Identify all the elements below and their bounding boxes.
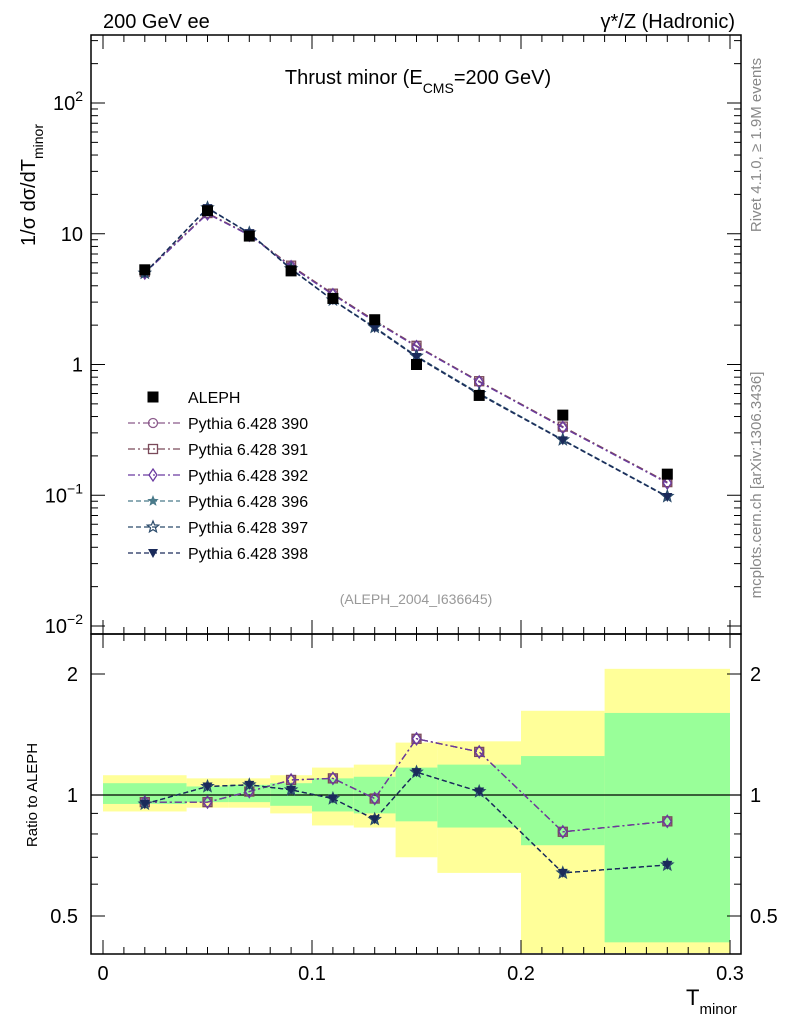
main-y-tick-label-3: 10 <box>61 224 83 246</box>
plot-title-main: Thrust minor (E <box>285 67 423 89</box>
ratio-y-tick-label-right-0: 0.5 <box>750 906 778 928</box>
x-axis-label-sub: minor <box>699 1001 737 1018</box>
legend-marker-6 <box>148 549 158 558</box>
legend-label-6: Pythia 6.428 398 <box>188 546 308 563</box>
legend-label-3: Pythia 6.428 392 <box>188 468 308 485</box>
ratio-y-tick-label-2: 2 <box>67 664 78 686</box>
legend-marker-3 <box>148 467 158 483</box>
ratio-x-tick-label-1: 0.1 <box>298 963 326 985</box>
ratio-panel: 0 0.1 0.2 0.3 0.5 0.5 1 1 2 2 <box>50 633 778 985</box>
legend-label-5: Pythia 6.428 397 <box>188 520 308 537</box>
aleph-data-point <box>202 205 213 217</box>
legend-label-0: ALEPH <box>188 390 240 407</box>
ratio-series-2-point <box>369 791 380 806</box>
y-axis-label-main: 1/σ dσ/dT <box>18 159 40 246</box>
ratio-series-5-point <box>369 815 380 825</box>
legend-marker-2 <box>147 443 159 455</box>
side-text-rivet: Rivet 4.1.0, ≥ 1.9M events <box>748 58 765 232</box>
aleph-data-point <box>285 265 297 277</box>
aleph-data-point <box>369 314 381 326</box>
main-panel: 10−2 10−1 1 10 102 <box>45 34 742 638</box>
main-series-5-point <box>411 353 422 363</box>
aleph-data-point <box>661 468 673 480</box>
aleph-data-point <box>139 264 151 276</box>
plot-title-sub: CMS <box>423 80 454 96</box>
ratio-series-line-5 <box>144 771 668 874</box>
ratio-series-2-point <box>474 744 484 760</box>
legend-marker-4 <box>147 495 159 506</box>
legend-marker-1 <box>147 417 159 429</box>
ratio-y-tick-label-right-1: 1 <box>750 785 761 807</box>
header-left: 200 GeV ee <box>103 11 210 33</box>
ratio-series-2-point <box>411 731 422 746</box>
y-axis-label: 1/σ dσ/dTminor <box>18 124 46 246</box>
main-y-tick-label-0: 10−2 <box>45 611 83 638</box>
ratio-series-5-point <box>139 799 150 809</box>
aleph-data-point <box>557 409 569 421</box>
ratio-series-5-point <box>474 787 485 797</box>
aleph-data-point <box>411 359 422 370</box>
ratio-series-2-point <box>328 771 338 786</box>
ratio-y-tick-label-1: 1 <box>67 785 78 807</box>
side-text-mcplots: mcplots.cern.ch [arXiv:1306.3436] <box>748 372 765 599</box>
main-y-tick-label-4: 102 <box>53 88 83 115</box>
ratio-axis-label: Ratio to ALEPH <box>24 743 41 847</box>
ratio-series-5-point <box>244 780 255 790</box>
aleph-data-point <box>327 292 339 304</box>
legend: ALEPH Pythia 6.428 390 Pythia 6.428 391 Pyt… <box>128 390 308 563</box>
analysis-tag: (ALEPH_2004_I636645) <box>340 591 493 607</box>
main-frame <box>90 34 742 635</box>
header-right-symbol: γ*/Z <box>601 11 637 33</box>
header-right-text: (Hadronic) <box>642 11 735 33</box>
ratio-series-2-point <box>202 794 213 810</box>
aleph-data-point <box>473 389 485 401</box>
ratio-series-5-point <box>557 868 568 878</box>
x-axis-label: Tminor <box>686 985 737 1018</box>
main-y-tick-label-2: 1 <box>72 355 83 377</box>
ratio-x-tick-label-2: 0.2 <box>507 963 535 985</box>
main-series-line-2 <box>144 213 668 484</box>
y-axis-label-sub: minor <box>30 124 46 159</box>
ratio-y-tick-label-right-2: 2 <box>750 664 761 686</box>
ratio-series-line-2 <box>144 738 668 833</box>
ratio-series-5-point <box>327 794 338 804</box>
legend-label-1: Pythia 6.428 390 <box>188 416 308 433</box>
ratio-series-2-point <box>662 814 673 829</box>
plot-title: Thrust minor (ECMS=200 GeV) <box>285 67 551 96</box>
legend-label-2: Pythia 6.428 391 <box>188 442 308 459</box>
legend-label-4: Pythia 6.428 396 <box>188 494 308 511</box>
x-axis-label-main: T <box>686 985 699 1010</box>
ratio-series-5-point <box>286 785 297 795</box>
ratio-band-green-1 <box>186 786 229 803</box>
legend-marker-5 <box>145 519 161 534</box>
plot-title-tail: =200 GeV) <box>454 67 551 89</box>
main-series-5-point <box>662 492 673 502</box>
ratio-series-5-point <box>411 768 422 778</box>
header-right: γ*/Z (Hadronic) <box>601 11 735 33</box>
ratio-x-tick-label-0: 0 <box>97 963 108 985</box>
legend-marker-0 <box>147 391 159 403</box>
main-y-tick-label-1: 10−1 <box>45 480 83 507</box>
ratio-band-green-8 <box>521 756 605 846</box>
ratio-series-5-point <box>202 782 213 792</box>
main-series-5-point <box>369 324 380 334</box>
ratio-y-tick-label-0: 0.5 <box>50 906 78 928</box>
ratio-band-green-0 <box>103 783 187 804</box>
ratio-series-5-point <box>662 860 673 870</box>
main-series-5-point <box>557 436 568 446</box>
main-series-line-5 <box>144 207 668 498</box>
ratio-series-2-point <box>558 824 568 839</box>
aleph-data-point <box>243 230 255 242</box>
ratio-uncertainty-bands <box>103 668 730 953</box>
ratio-x-tick-label-3: 0.3 <box>716 963 744 985</box>
